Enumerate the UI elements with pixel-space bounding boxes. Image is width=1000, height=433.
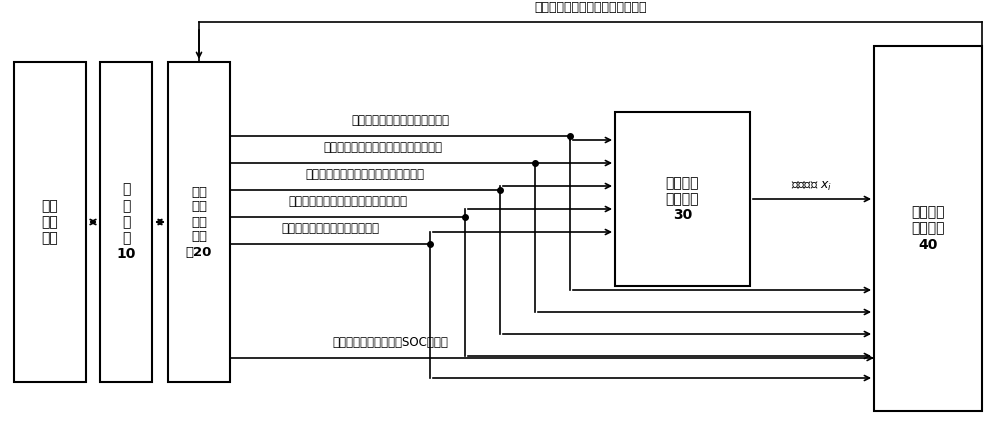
Text: 通
讯
模
块
10: 通 讯 模 块 10 [116,183,136,262]
Text: 决策变量 $x_i$: 决策变量 $x_i$ [791,180,833,193]
Text: 各锂电池储能机组电池SOC值信号: 各锂电池储能机组电池SOC值信号 [332,336,448,349]
Text: 功率分配
控制模块
40: 功率分配 控制模块 40 [911,205,945,252]
Text: 数据
通讯
网络: 数据 通讯 网络 [42,199,58,245]
Text: 储能电站总功率实时需求值信号: 储能电站总功率实时需求值信号 [281,222,379,235]
Bar [14,62,86,382]
Text: 贪心算法
控制模块
30: 贪心算法 控制模块 30 [666,176,699,222]
Text: 各锂电池储能机组可控状态信号: 各锂电池储能机组可控状态信号 [351,114,449,127]
Text: 各锂电池储能机组功率命令值信号: 各锂电池储能机组功率命令值信号 [534,1,647,14]
Text: 各锂电池储能机组最大允许放电功率值: 各锂电池储能机组最大允许放电功率值 [323,141,442,154]
Bar [615,112,750,286]
Text: 各锂电池储能机组最大允许充电功率值: 各锂电池储能机组最大允许充电功率值 [306,168,424,181]
Bar [874,46,982,411]
Bar [168,62,230,382]
Text: 各储能机组的最大允许工作功率比例值: 各储能机组的最大允许工作功率比例值 [288,195,407,208]
Bar [100,62,152,382]
Text: 数据
存储
与管
理模
块20: 数据 存储 与管 理模 块20 [186,185,212,259]
